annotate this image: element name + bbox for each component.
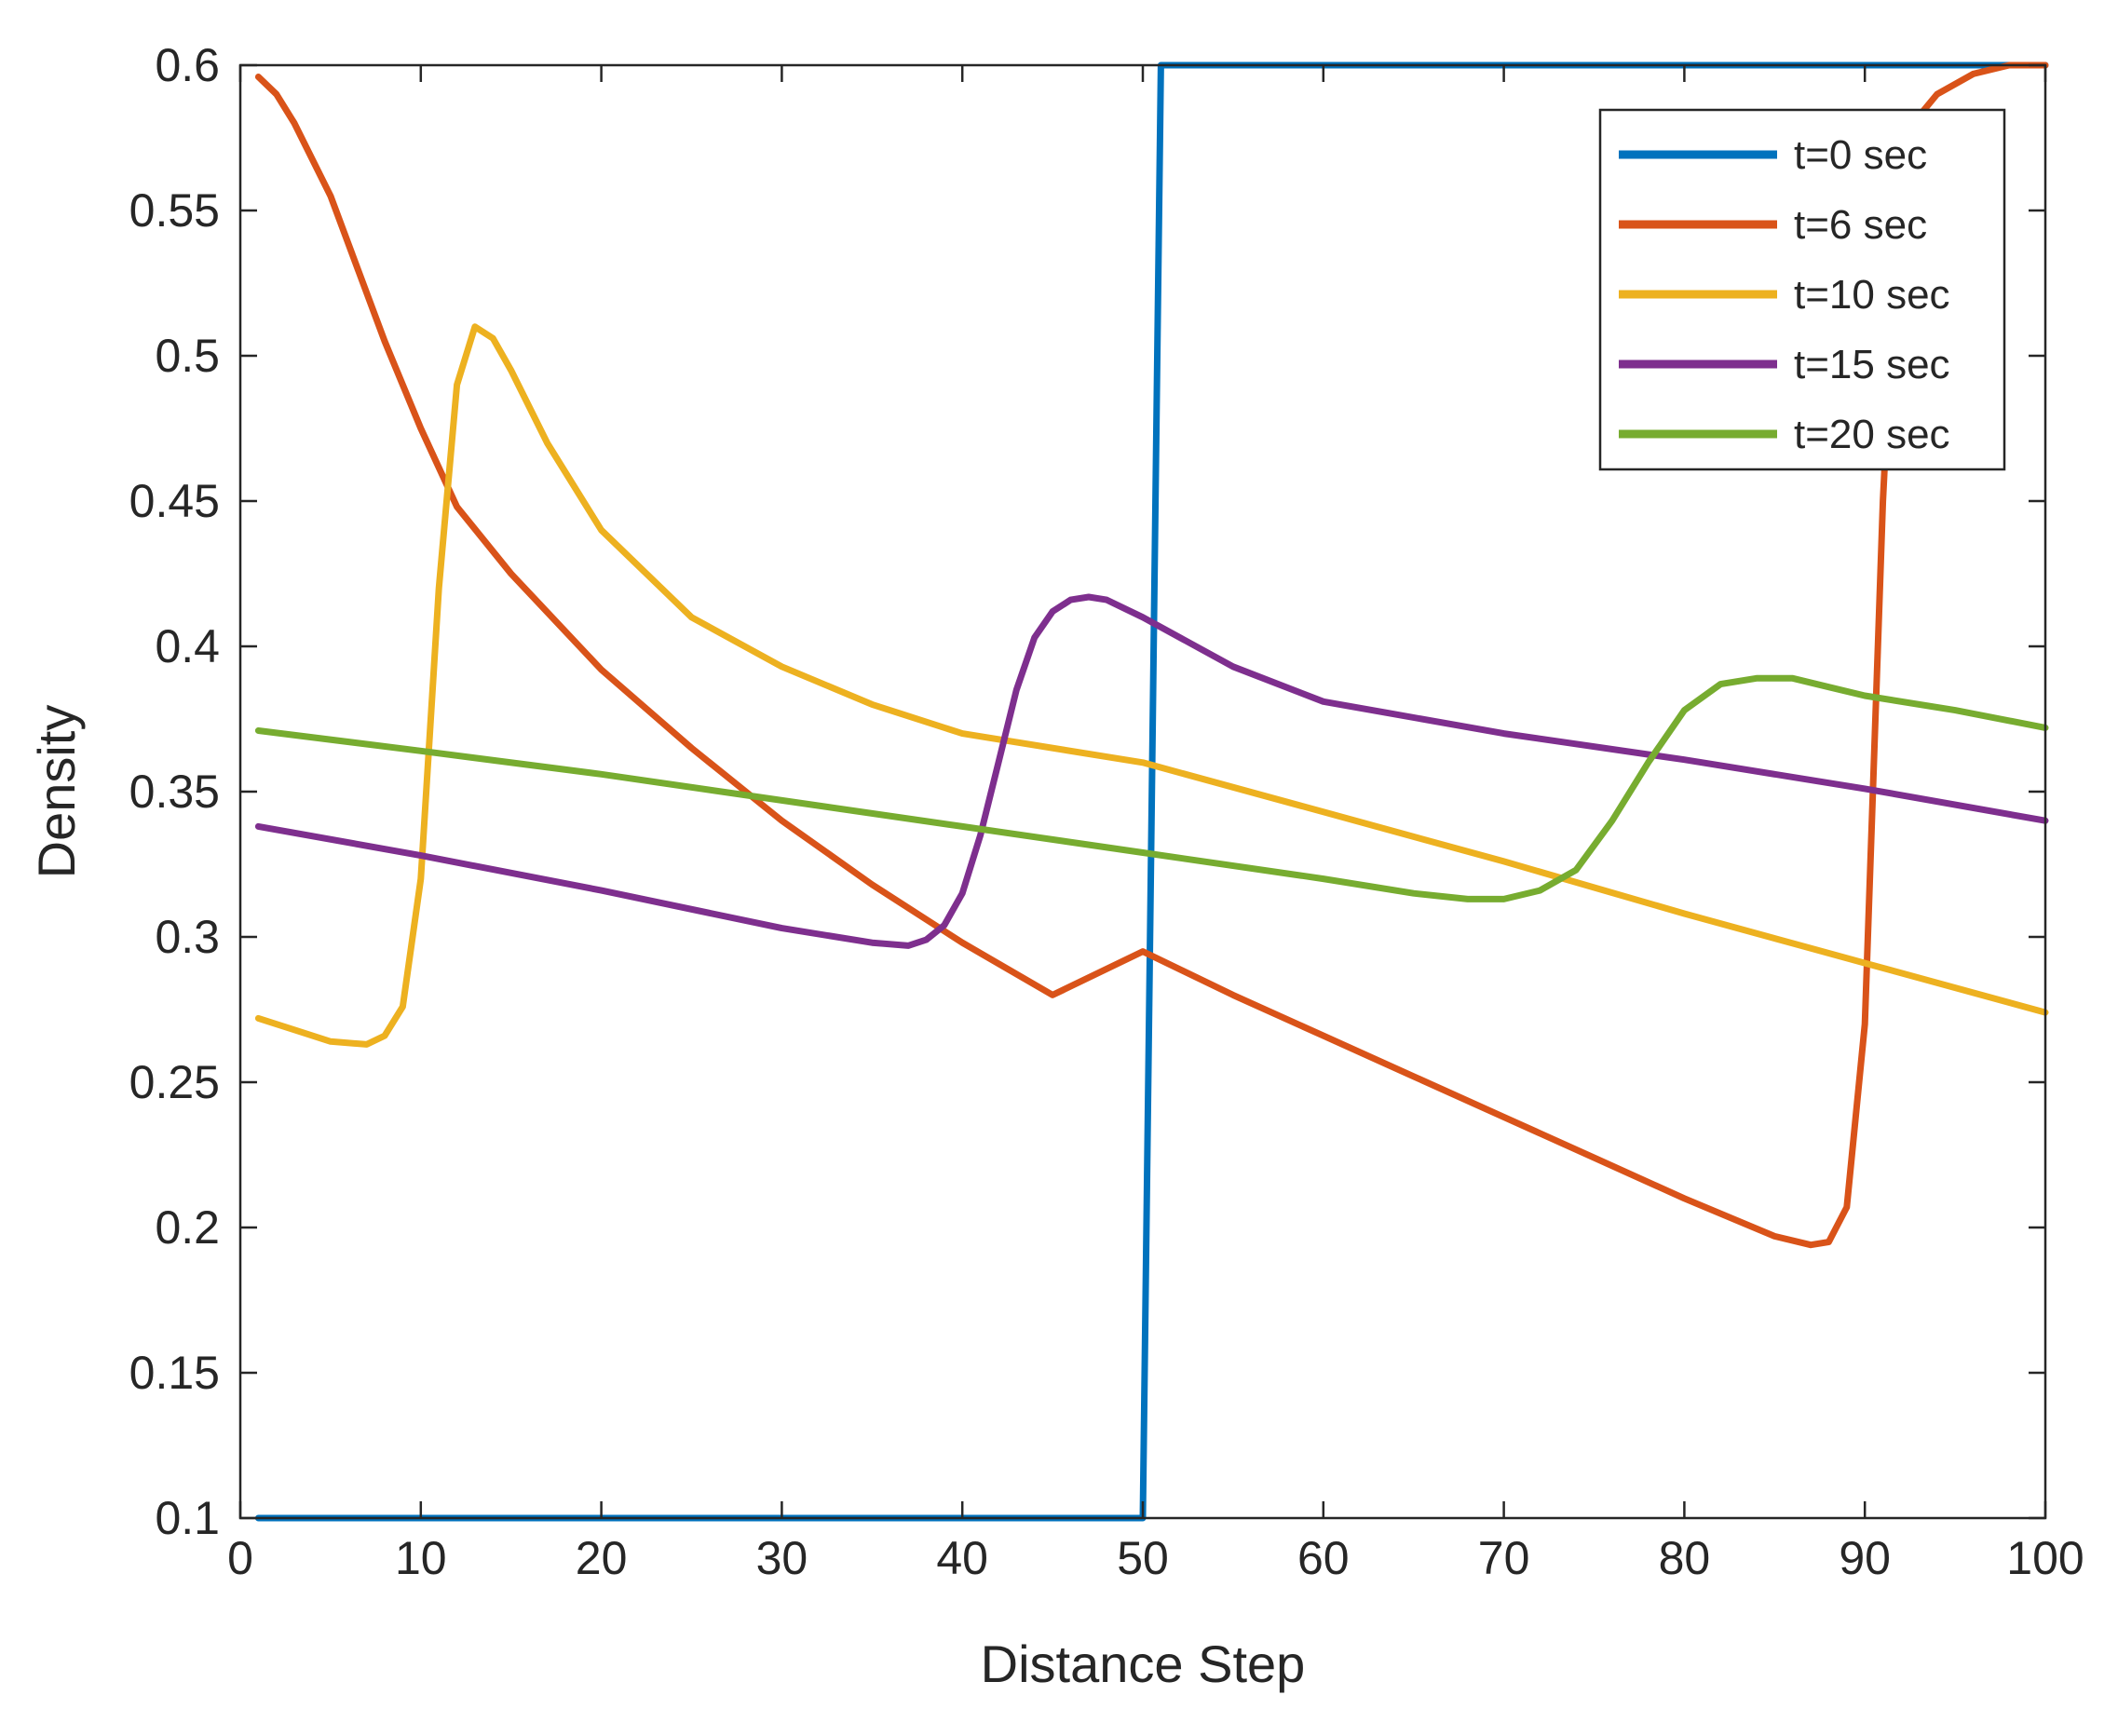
x-tick-label-7: 70 — [1478, 1532, 1530, 1584]
legend-box — [1598, 108, 2006, 471]
x-axis-title: Distance Step — [981, 1634, 1306, 1693]
y-tick-label-4: 0.3 — [155, 911, 220, 963]
y-tick-label-2: 0.2 — [155, 1201, 220, 1254]
y-tick-label-9: 0.55 — [129, 184, 220, 237]
series-line-3 — [254, 593, 2049, 949]
legend-label-0: t=0 sec — [1794, 132, 1927, 178]
x-tick-label-4: 40 — [936, 1532, 988, 1584]
x-tick-label-10: 100 — [2006, 1532, 2084, 1584]
series-line-4 — [254, 674, 2049, 902]
x-tick-label-3: 30 — [756, 1532, 808, 1584]
series-line-2 — [254, 323, 2049, 1048]
legend: t=0 sec t=6 sec t=10 sec t=15 sec t=20 sec — [1598, 108, 2006, 471]
y-tick-label-8: 0.5 — [155, 330, 220, 382]
y-tick-label-10: 0.6 — [155, 39, 220, 91]
series-line-1 — [254, 61, 2049, 1249]
y-tick-label-5: 0.35 — [129, 766, 220, 818]
y-tick-label-0: 0.1 — [155, 1492, 220, 1544]
legend-label-4: t=20 sec — [1794, 412, 1950, 457]
x-tick-label-6: 60 — [1297, 1532, 1350, 1584]
legend-label-3: t=15 sec — [1794, 342, 1950, 387]
x-tick-label-2: 20 — [576, 1532, 628, 1584]
y-tick-label-6: 0.4 — [155, 620, 220, 672]
legend-label-2: t=10 sec — [1794, 272, 1950, 318]
x-tick-label-8: 80 — [1659, 1532, 1711, 1584]
y-tick-label-7: 0.45 — [129, 475, 220, 527]
x-tick-label-0: 0 — [227, 1532, 253, 1584]
y-tick-label-1: 0.15 — [129, 1347, 220, 1399]
x-tick-label-1: 10 — [395, 1532, 447, 1584]
x-tick-label-9: 90 — [1839, 1532, 1891, 1584]
ticks-layer: 0 10 20 30 40 50 60 70 80 90 100 0.1 0.15 0.2 0.25 0.3 0… — [129, 39, 2084, 1584]
y-axis-title: Density — [27, 705, 86, 879]
legend-label-1: t=6 sec — [1794, 202, 1927, 248]
y-tick-label-3: 0.25 — [129, 1056, 220, 1108]
x-tick-label-5: 50 — [1117, 1532, 1169, 1584]
